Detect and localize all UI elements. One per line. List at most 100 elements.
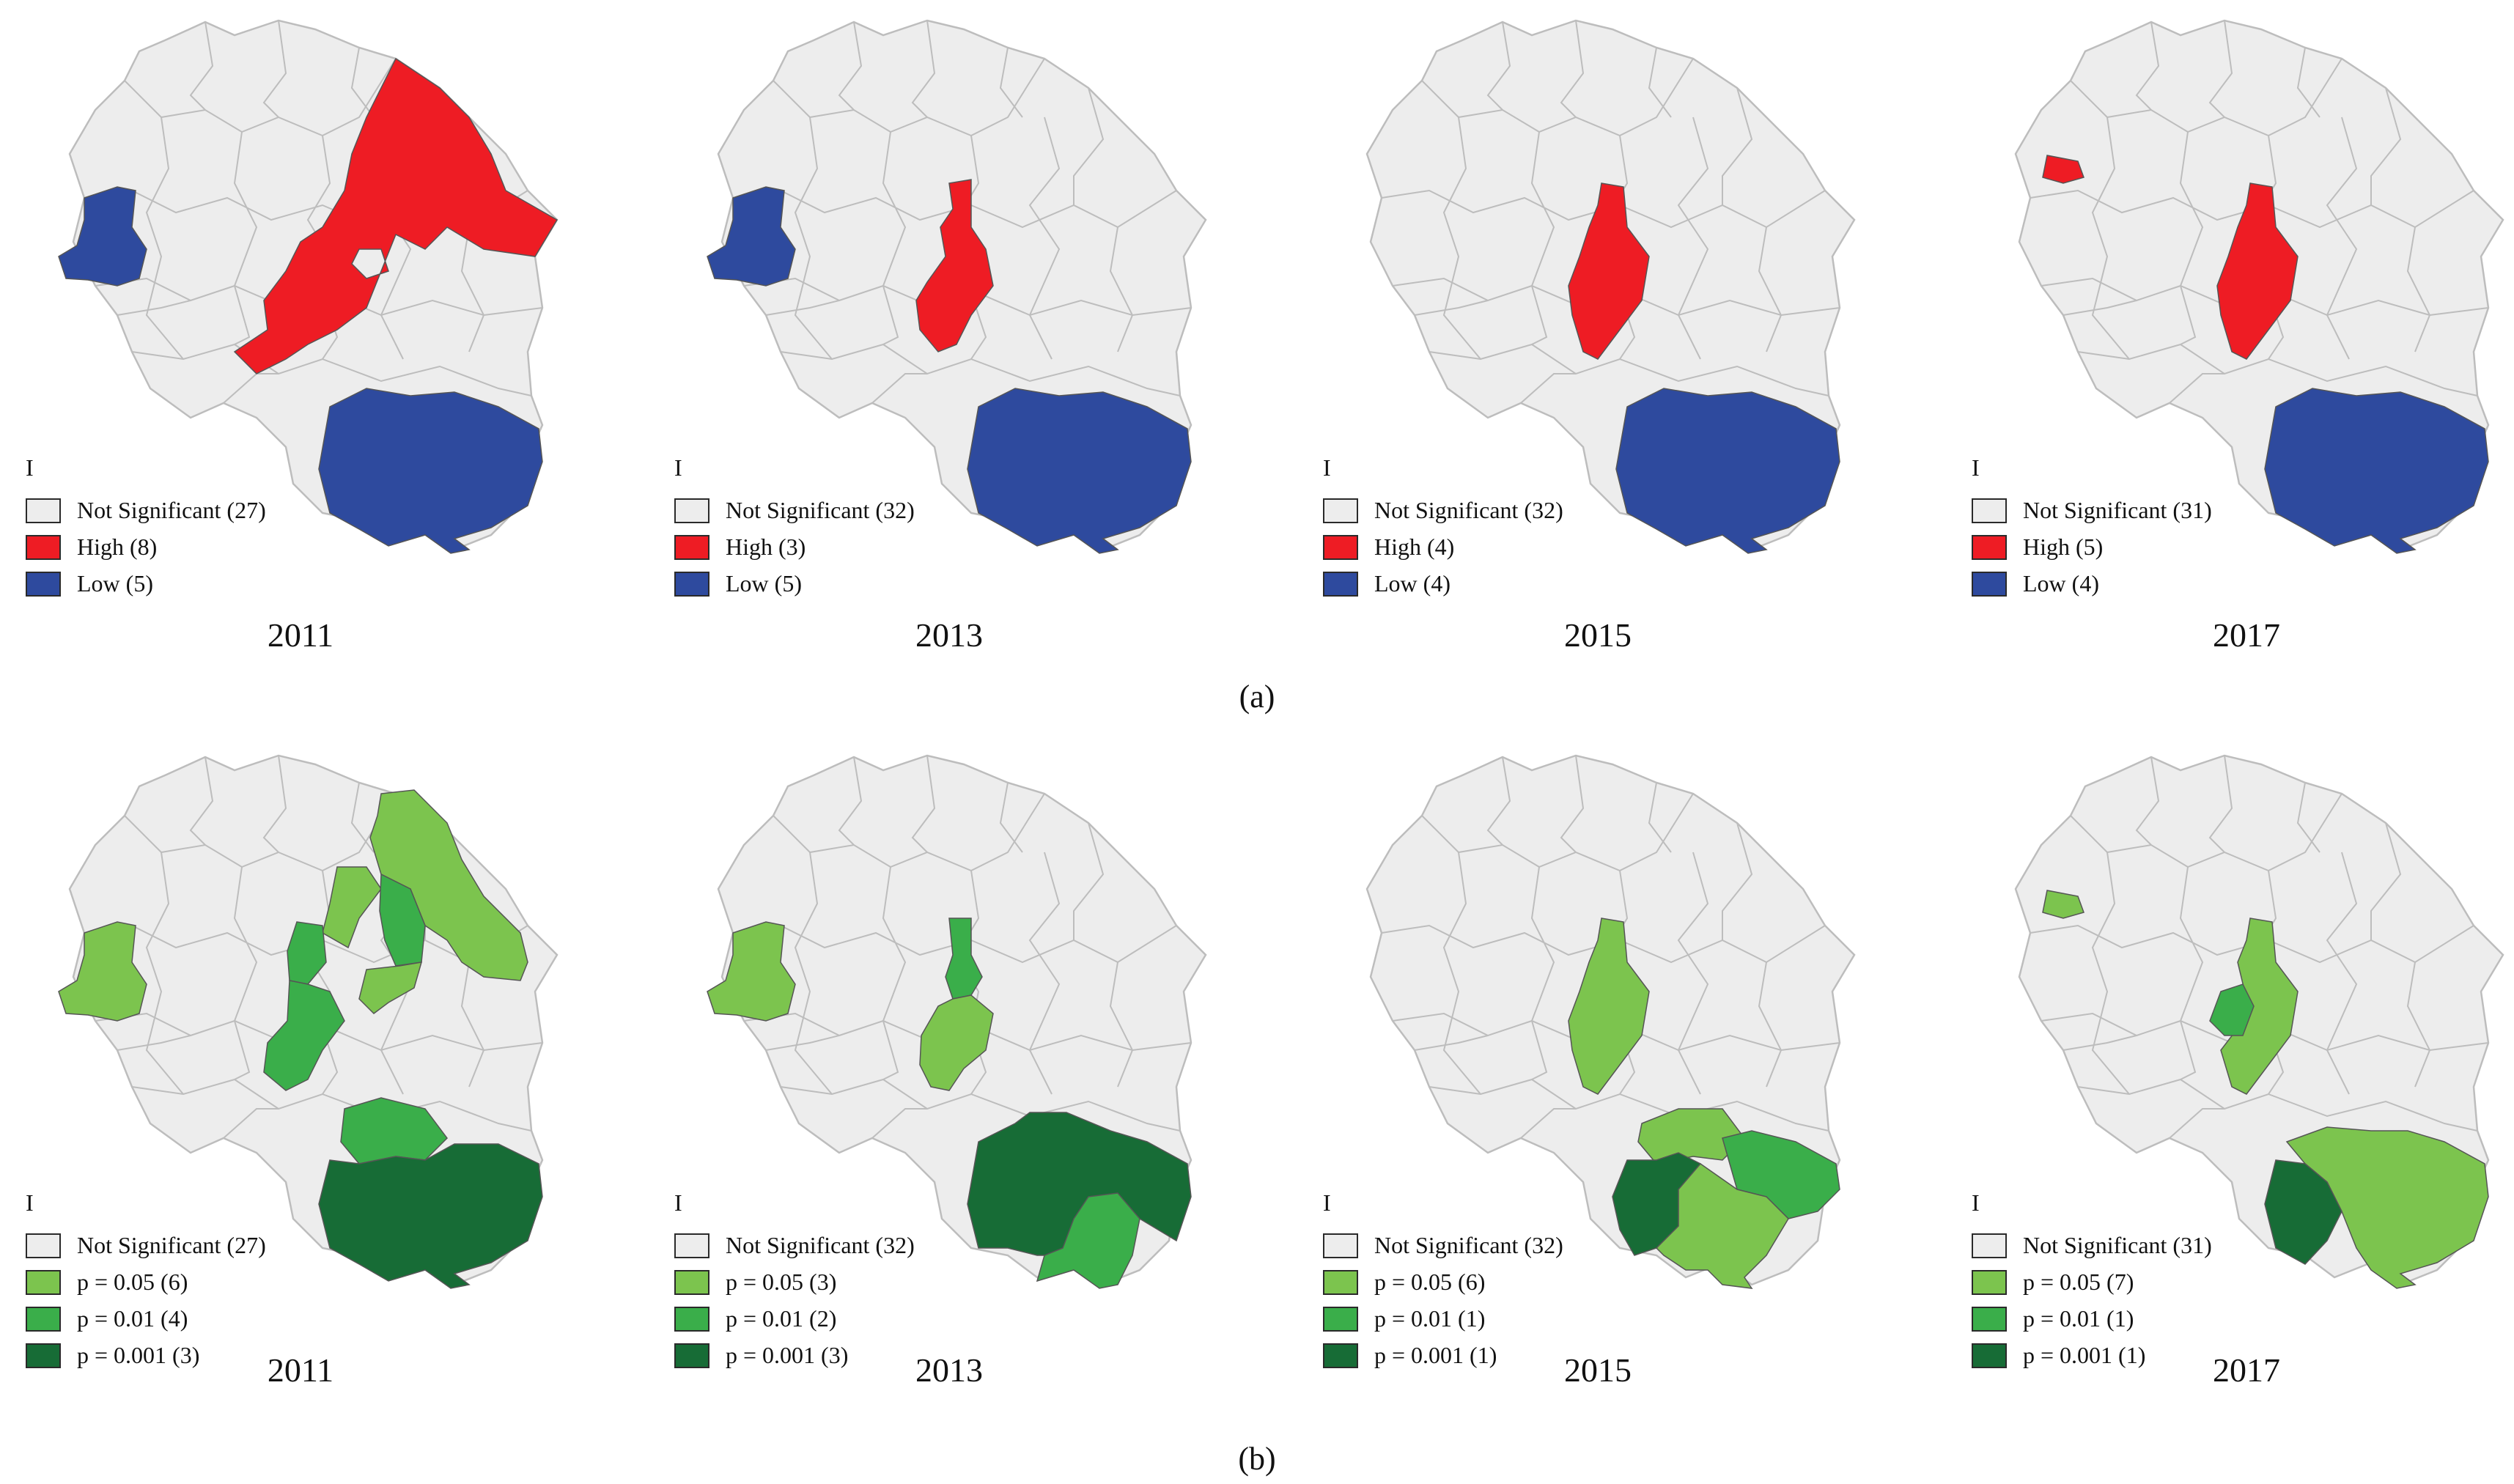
- region-p05: [369, 789, 528, 981]
- region-p05: [2042, 890, 2084, 919]
- county-boundary: [1109, 961, 1134, 1088]
- legend-title: I: [26, 454, 34, 481]
- region-low: [58, 186, 147, 287]
- county-boundary: [1530, 866, 1555, 1080]
- county-boundary: [145, 852, 184, 1095]
- county-boundary: [2135, 756, 2160, 846]
- legend-item: p = 0.01 (4): [26, 1305, 188, 1332]
- legend-swatch: [1323, 1306, 1358, 1332]
- county-boundary: [2091, 117, 2130, 360]
- panel-a-2015: I Not Significant (32) High (4) Low (4) 201…: [1312, 7, 1928, 654]
- county-boundary: [1442, 117, 1481, 360]
- legend-swatch: [26, 1306, 61, 1332]
- choropleth-map: [707, 754, 1207, 1289]
- county-boundary: [1560, 755, 1585, 853]
- legend-title: I: [1323, 454, 1331, 481]
- county-boundary: [2063, 300, 2137, 316]
- legend-label: p = 0.01 (4): [77, 1305, 188, 1332]
- legend-swatch: [1972, 534, 2007, 560]
- legend-label: High (3): [726, 534, 806, 560]
- county-boundary: [189, 756, 214, 846]
- legend-swatch: [1972, 498, 2007, 523]
- choropleth-map: [1365, 19, 1856, 554]
- legend-swatch: [1323, 498, 1358, 523]
- county-boundary: [765, 300, 840, 316]
- county-boundary: [911, 755, 936, 853]
- legend-label: p = 0.05 (7): [2023, 1269, 2134, 1295]
- legend-item: Not Significant (31): [1972, 1232, 2212, 1259]
- county-boundary: [189, 21, 214, 111]
- legend-item: p = 0.01 (1): [1972, 1305, 2134, 1332]
- legend-title: I: [674, 1189, 682, 1216]
- legend-item: Not Significant (32): [674, 1232, 915, 1259]
- county-boundary: [223, 1108, 279, 1139]
- region-p01: [2209, 983, 2255, 1036]
- county-boundary: [145, 117, 184, 360]
- county-boundary: [1421, 793, 1694, 872]
- region-p05: [1637, 1108, 1745, 1164]
- county-boundary: [2296, 782, 2321, 853]
- legend-swatch: [674, 1233, 709, 1258]
- legend-item: Not Significant (32): [674, 497, 915, 524]
- legend-item: p = 0.05 (3): [674, 1269, 836, 1296]
- legend-swatch: [1323, 534, 1358, 560]
- region-p05: [707, 921, 796, 1022]
- region-low: [707, 186, 796, 287]
- legend-swatch: [1972, 1269, 2007, 1295]
- legend-item: p = 0.05 (7): [1972, 1269, 2134, 1296]
- legend-label: High (8): [77, 534, 158, 560]
- county-boundary: [955, 870, 987, 1095]
- panel-b-2011: I Not Significant (27) p = 0.05 (6) p = 0.0…: [15, 742, 630, 1389]
- legend-item: High (3): [674, 534, 806, 561]
- county-boundary: [773, 58, 1045, 137]
- legend-swatch: [26, 1343, 61, 1368]
- legend-swatch: [674, 1269, 709, 1295]
- region-p01: [263, 980, 345, 1091]
- county-boundary: [882, 131, 907, 345]
- legend-swatch: [674, 1306, 709, 1332]
- county-boundary: [2208, 755, 2233, 853]
- county-boundary: [1560, 20, 1585, 118]
- legend-swatch: [1972, 1233, 2007, 1258]
- legend-swatch: [26, 534, 61, 560]
- region-high: [2216, 182, 2299, 360]
- legend-label: Not Significant (32): [1374, 497, 1563, 523]
- county-boundary: [262, 755, 287, 853]
- region-p05: [322, 866, 382, 949]
- region-p05: [58, 921, 147, 1022]
- legend-item: Not Significant (32): [1323, 1232, 1563, 1259]
- legend-title: I: [1972, 1189, 1980, 1216]
- county-boundary: [1520, 373, 1576, 404]
- region-high: [233, 57, 559, 374]
- legend-item: p = 0.05 (6): [26, 1269, 188, 1296]
- legend-item: Not Significant (32): [1323, 497, 1563, 524]
- legend-label: High (4): [1374, 534, 1455, 560]
- county-boundary: [1381, 189, 1826, 229]
- county-boundary: [1722, 87, 1753, 205]
- legend-label: p = 0.05 (3): [726, 1269, 837, 1295]
- choropleth-map: [58, 754, 559, 1289]
- county-boundary: [350, 782, 375, 853]
- region-p01: [1036, 1192, 1140, 1289]
- county-boundary: [882, 866, 907, 1080]
- county-boundary: [773, 793, 1045, 872]
- county-boundary: [1486, 21, 1511, 111]
- legend-item: p = 0.05 (6): [1323, 1269, 1485, 1296]
- legend-label: Low (5): [77, 570, 153, 597]
- legend-swatch: [1972, 571, 2007, 597]
- legend-item: p = 0.001 (3): [674, 1342, 848, 1369]
- panel-year: 2011: [267, 1351, 334, 1389]
- choropleth-map: [58, 19, 559, 554]
- county-boundary: [732, 189, 1177, 229]
- panel-b-2017: I Not Significant (31) p = 0.05 (7) p = 0.0…: [1961, 742, 2514, 1389]
- county-boundary: [999, 782, 1023, 853]
- county-boundary: [460, 226, 485, 352]
- legend-swatch: [1323, 1233, 1358, 1258]
- county-boundary: [2406, 226, 2431, 352]
- county-boundary: [1648, 47, 1672, 118]
- legend-item: p = 0.001 (3): [26, 1342, 199, 1369]
- region-high: [1568, 182, 1650, 360]
- panel-year: 2013: [915, 616, 983, 654]
- county-boundary: [2326, 117, 2358, 360]
- region-p001: [318, 1143, 543, 1289]
